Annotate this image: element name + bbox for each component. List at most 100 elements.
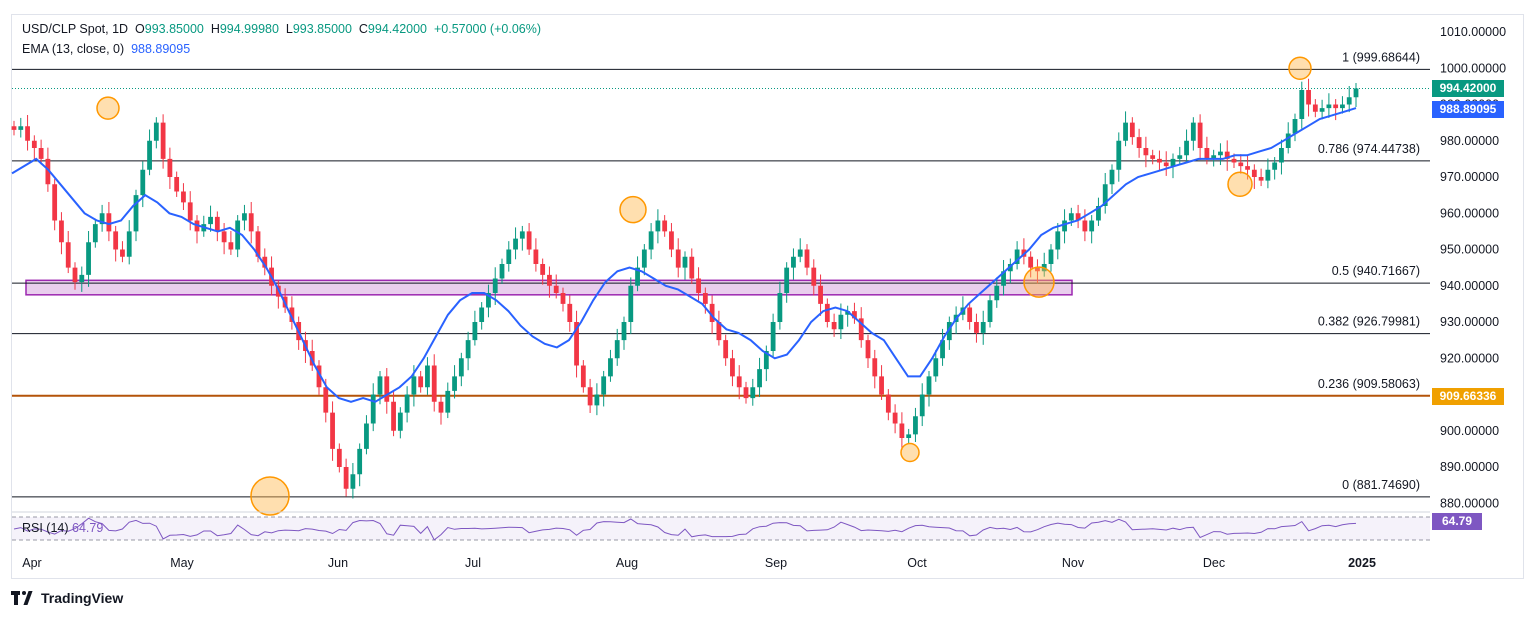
candle-body xyxy=(1129,122,1135,138)
candle-body xyxy=(587,387,593,406)
candle-body xyxy=(1028,256,1034,268)
brand-name: TradingView xyxy=(41,590,124,606)
ema-value: 988.89095 xyxy=(131,42,191,56)
x-tick-label: Apr xyxy=(22,556,41,570)
candle-body xyxy=(621,322,627,341)
candle-body xyxy=(248,213,254,232)
candle-body xyxy=(113,231,119,250)
candle-body xyxy=(235,220,241,250)
tradingview-logo-icon xyxy=(11,591,37,605)
chart-frame xyxy=(11,14,1524,579)
candle-body xyxy=(126,231,132,257)
y-tick-label: 970.00000 xyxy=(1440,170,1499,184)
candle-body xyxy=(445,390,451,413)
candle-body xyxy=(716,322,722,341)
fib-label: 0.382 (926.79981) xyxy=(1318,315,1420,329)
candle-body xyxy=(967,307,973,322)
y-tick-label: 920.00000 xyxy=(1440,351,1499,365)
candle-body xyxy=(1075,213,1081,221)
candle-body xyxy=(1068,213,1074,221)
candle-body xyxy=(1211,155,1217,159)
candle-body xyxy=(892,412,898,424)
last-price-tag: 994.42000 xyxy=(1432,80,1504,97)
candle-body xyxy=(86,242,91,275)
candle-body xyxy=(1319,108,1325,112)
fib-label: 0.786 (974.44738) xyxy=(1318,142,1420,156)
candle-body xyxy=(11,126,17,130)
candle-body xyxy=(655,220,661,232)
high-value: 994.99980 xyxy=(219,22,279,36)
candle-body xyxy=(1109,169,1115,185)
candle-body xyxy=(723,340,729,359)
candle-body xyxy=(221,231,227,243)
candle-body xyxy=(1184,140,1189,156)
candle-body xyxy=(540,264,546,275)
candle-body xyxy=(1333,104,1339,109)
candle-body xyxy=(357,448,363,475)
x-tick-label: Jun xyxy=(328,556,348,570)
candle-body xyxy=(1306,90,1311,105)
candle-body xyxy=(919,394,925,417)
candle-body xyxy=(492,278,498,293)
y-tick-label: 880.00000 xyxy=(1440,496,1499,510)
y-tick-label: 980.00000 xyxy=(1440,134,1499,148)
fib-label: 1 (999.68644) xyxy=(1342,50,1420,64)
fib-label: 0 (881.74690) xyxy=(1342,478,1420,492)
candle-body xyxy=(1123,122,1128,141)
candle-body xyxy=(18,126,24,130)
candle-body xyxy=(635,267,640,286)
candle-body xyxy=(343,467,349,489)
candle-body xyxy=(1163,162,1169,167)
y-tick-label: 900.00000 xyxy=(1440,424,1499,438)
candle-body xyxy=(472,322,478,341)
candle-body xyxy=(879,376,884,395)
candle-body xyxy=(411,376,417,395)
candle-body xyxy=(1346,97,1352,105)
candle-body xyxy=(431,365,437,402)
candle-body xyxy=(452,376,457,391)
candle-body xyxy=(330,412,335,449)
candle-body xyxy=(811,267,817,286)
candle-body xyxy=(547,274,552,286)
candle-body xyxy=(797,249,803,257)
x-tick-label: Nov xyxy=(1062,556,1085,570)
candle-body xyxy=(92,224,98,243)
rsi-line xyxy=(13,517,1357,541)
candle-body xyxy=(648,231,654,250)
ema-price-tag: 988.89095 xyxy=(1432,101,1504,118)
candle-body xyxy=(553,285,559,293)
candle-body xyxy=(1014,249,1020,264)
candle-body xyxy=(560,293,566,304)
candle-body xyxy=(1136,137,1142,148)
candle-body xyxy=(838,314,844,330)
candle-body xyxy=(628,285,634,322)
candle-body xyxy=(38,148,44,159)
candle-body xyxy=(45,158,51,185)
y-tick-label: 940.00000 xyxy=(1440,279,1499,293)
swing-highlight xyxy=(1227,171,1253,197)
y-tick-label: 950.00000 xyxy=(1440,243,1499,257)
close-value: 994.42000 xyxy=(367,22,428,36)
candle-body xyxy=(181,191,186,203)
y-tick-label: 930.00000 xyxy=(1440,315,1499,329)
candle-body xyxy=(425,365,430,388)
candle-body xyxy=(1055,231,1061,250)
candle-body xyxy=(120,249,125,257)
candle-body xyxy=(987,300,993,322)
candle-body xyxy=(214,216,220,232)
candle-body xyxy=(262,256,268,268)
candle-body xyxy=(479,307,485,322)
candle-body xyxy=(865,340,871,359)
candle-body xyxy=(689,256,695,279)
candle-body xyxy=(567,303,573,322)
candle-body xyxy=(289,307,295,322)
tradingview-brand[interactable]: TradingView xyxy=(11,590,123,606)
candle-body xyxy=(397,412,403,431)
candle-body xyxy=(750,387,756,399)
candle-body xyxy=(174,177,180,192)
candle-body xyxy=(818,285,823,304)
fib-label: 0.236 (909.58063) xyxy=(1318,377,1420,391)
candle-body xyxy=(845,311,851,315)
candle-body xyxy=(1299,90,1305,119)
